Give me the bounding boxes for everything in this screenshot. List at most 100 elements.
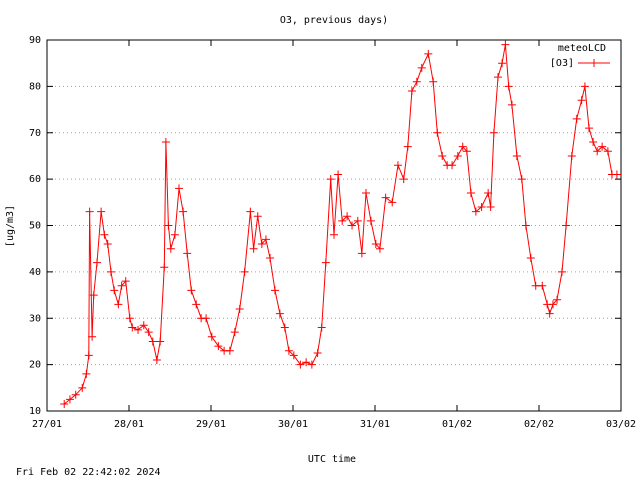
data-point (284, 346, 293, 355)
data-point (517, 175, 526, 184)
data-point (60, 400, 69, 409)
data-point (187, 286, 196, 295)
data-point (417, 63, 426, 72)
data-point (357, 249, 366, 258)
data-point (117, 281, 126, 290)
data-point (253, 212, 262, 221)
data-point (84, 351, 93, 360)
x-axis-label: UTC time (308, 454, 356, 465)
data-point (424, 49, 433, 58)
data-point (97, 207, 106, 216)
data-point (486, 202, 495, 211)
data-point (589, 138, 598, 147)
data-point (498, 59, 507, 68)
x-tick-label: 27/01 (32, 419, 62, 430)
data-point (103, 240, 112, 249)
data-point (458, 142, 467, 151)
y-tick-label: 80 (29, 81, 41, 92)
data-point (448, 161, 457, 170)
data-point (100, 230, 109, 239)
data-point (89, 291, 98, 300)
data-point (240, 267, 249, 276)
x-tick-label: 03/02 (606, 419, 636, 430)
data-point (266, 253, 275, 262)
data-point (296, 360, 305, 369)
data-point (148, 337, 157, 346)
data-point (85, 207, 94, 216)
data-point (338, 216, 347, 225)
data-point (572, 114, 581, 123)
y-tick-label: 40 (29, 267, 41, 278)
data-point (593, 147, 602, 156)
legend-marker (590, 59, 598, 67)
data-point (412, 77, 421, 86)
data-point (388, 198, 397, 207)
data-point (152, 355, 161, 364)
data-point (489, 128, 498, 137)
data-point (381, 193, 390, 202)
x-tick-label: 01/02 (442, 419, 472, 430)
y-axis-label: [ug/m3] (5, 205, 16, 247)
x-tick-label: 28/01 (114, 419, 144, 430)
data-point (403, 142, 412, 151)
timestamp: Fri Feb 02 22:42:02 2024 (16, 467, 161, 478)
data-point (598, 142, 607, 151)
data-point (343, 212, 352, 221)
data-point (504, 82, 513, 91)
data-point (371, 240, 380, 249)
data-point (585, 124, 594, 133)
x-tick-label: 02/02 (524, 419, 554, 430)
legend-label: [O3] (550, 58, 574, 69)
data-point (321, 258, 330, 267)
data-point (175, 184, 184, 193)
data-point (230, 328, 239, 337)
data-point (471, 207, 480, 216)
data-point (166, 244, 175, 253)
data-point (246, 207, 255, 216)
data-point (612, 170, 621, 179)
plot-border (46, 39, 622, 412)
data-point (375, 244, 384, 253)
data-point (261, 235, 270, 244)
data-point (429, 77, 438, 86)
data-point (161, 138, 170, 147)
y-tick-label: 20 (29, 360, 41, 371)
data-point (407, 87, 416, 96)
data-point (462, 147, 471, 156)
data-point (134, 325, 143, 334)
data-point (538, 281, 547, 290)
data-point (93, 258, 102, 267)
data-point (545, 309, 554, 318)
data-point (580, 82, 589, 91)
y-tick-label: 90 (29, 35, 41, 46)
data-point (156, 337, 165, 346)
data-point (399, 175, 408, 184)
data-point (553, 295, 562, 304)
data-point (302, 358, 311, 367)
data-point (348, 221, 357, 230)
data-point (82, 369, 91, 378)
data-point (526, 253, 535, 262)
data-point (330, 230, 338, 239)
x-tick-label: 31/01 (360, 419, 390, 430)
data-point (313, 349, 322, 358)
data-point (78, 383, 87, 392)
data-point (110, 286, 119, 295)
data-point (366, 216, 375, 225)
data-point (225, 346, 234, 355)
y-tick-label: 70 (29, 128, 41, 139)
data-point (88, 332, 97, 341)
data-point (466, 189, 475, 198)
data-point (280, 323, 289, 332)
data-point (494, 73, 502, 82)
data-point (507, 100, 516, 109)
x-tick-label: 29/01 (196, 419, 226, 430)
data-point (275, 309, 284, 318)
data-point (353, 216, 362, 225)
data-point (144, 328, 153, 337)
data-point (183, 249, 192, 258)
data-point (214, 342, 223, 351)
y-tick-label: 50 (29, 221, 41, 232)
